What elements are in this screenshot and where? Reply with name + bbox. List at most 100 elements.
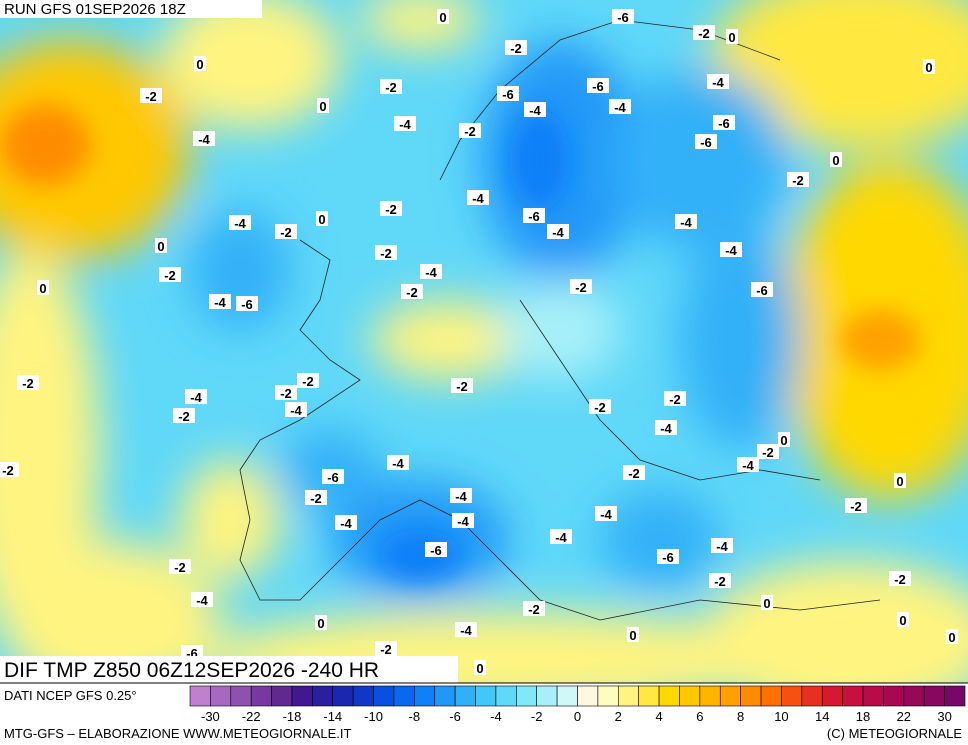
contour-label: 0 (925, 60, 932, 75)
contour-label-box (159, 267, 181, 282)
contour-label: 0 (439, 10, 446, 25)
contour-label-box (394, 116, 416, 131)
colorbar-swatch (801, 685, 823, 707)
colorbar-swatch (434, 685, 456, 707)
contour-label: -2 (669, 392, 681, 407)
contour-label: -6 (502, 87, 514, 102)
run-label: RUN GFS 01SEP2026 18Z (4, 1, 186, 18)
contour-label: 0 (318, 212, 325, 227)
contour-label-box (209, 294, 231, 309)
contour-label-box (657, 549, 679, 564)
contour-label: -4 (399, 117, 411, 132)
contour-label-box (169, 559, 191, 574)
contour-label-box (655, 420, 677, 435)
contour-label: -4 (392, 456, 404, 471)
contour-label-box (595, 506, 617, 521)
colorbar-swatch (332, 685, 354, 707)
contour-label: -2 (385, 80, 397, 95)
contour-label: -4 (680, 215, 692, 230)
colorbar-swatch (923, 685, 945, 707)
colorbar-swatch (740, 685, 762, 707)
contour-label-box (275, 385, 297, 400)
contour-label-box (570, 279, 592, 294)
contour-label: -2 (380, 246, 392, 261)
contour-label-box (275, 224, 297, 239)
contour-label-box (459, 123, 481, 138)
contour-label: 0 (728, 30, 735, 45)
colorbar-tick-label: -6 (449, 709, 461, 724)
contour-label-box (946, 629, 958, 644)
contour-label: -2 (628, 466, 640, 481)
colorbar-tick-label: 30 (937, 709, 951, 724)
contour-label: -2 (406, 285, 418, 300)
contour-label-box (37, 280, 49, 295)
contour-label: -4 (425, 265, 437, 280)
contour-label: -4 (472, 191, 484, 206)
contour-label-box (451, 378, 473, 393)
contour-label: -6 (718, 116, 730, 131)
contour-label: -2 (456, 379, 468, 394)
colorbar-swatch (291, 685, 313, 707)
contour-label-box (315, 615, 327, 630)
contour-label-box (191, 592, 213, 607)
contour-label-box (587, 78, 609, 93)
colorbar-swatch (189, 685, 211, 707)
colorbar-swatch (373, 685, 395, 707)
contour-label-box (375, 245, 397, 260)
contour-label-box (229, 215, 251, 230)
colorbar-tick-label: -8 (409, 709, 421, 724)
contour-label-box (845, 498, 867, 513)
colorbar: -30 -22 -18 -14 -10 -8 -6 -4 -2 0 2 4 6 8 10 14 18 22 30 (189, 685, 966, 724)
contour-label: -4 (340, 516, 352, 531)
contour-label: 0 (476, 661, 483, 676)
contour-label: -2 (528, 602, 540, 617)
contour-label-box (505, 40, 527, 55)
contour-label: -4 (555, 530, 567, 545)
contour-label: -4 (457, 514, 469, 529)
map-title: DIF TMP Z850 06Z12SEP2026 -240 HR (4, 659, 379, 682)
source-label: DATI NCEP GFS 0.25° (4, 688, 137, 703)
colorbar-swatch (883, 685, 905, 707)
contour-label: 0 (196, 57, 203, 72)
contour-label: -4 (600, 507, 612, 522)
contour-label-box (889, 571, 911, 586)
contour-label: -4 (552, 225, 564, 240)
contour-label-box (737, 457, 759, 472)
colorbar-swatch (556, 685, 578, 707)
contour-label: -4 (725, 243, 737, 258)
contour-label-box (923, 59, 935, 74)
contour-label: -2 (178, 409, 190, 424)
contour-label-box (317, 98, 329, 113)
contour-label: -4 (529, 103, 541, 118)
contour-label-box (193, 131, 215, 146)
field (0, 0, 968, 683)
colorbar-swatch (821, 685, 843, 707)
colorbar-swatch (638, 685, 660, 707)
contour-label-box (693, 25, 715, 40)
contour-label: 0 (157, 239, 164, 254)
contour-label: -6 (241, 297, 253, 312)
contour-label-box (778, 432, 790, 447)
contour-label: -4 (455, 489, 467, 504)
contour-label: -2 (464, 124, 476, 139)
contour-label-box (695, 134, 717, 149)
contour-label-box (709, 573, 731, 588)
contour-label: -6 (662, 550, 674, 565)
contour-label: -2 (145, 89, 157, 104)
contour-label-box (285, 402, 307, 417)
colorbar-tick-label: 8 (737, 709, 744, 724)
contour-label: -2 (22, 376, 34, 391)
contour-label: -4 (716, 539, 728, 554)
contour-label-box (185, 389, 207, 404)
contour-label-box (17, 375, 39, 390)
colorbar-tick-label: -10 (364, 709, 383, 724)
colorbar-swatch (414, 685, 436, 707)
contour-label-box (450, 488, 472, 503)
contour-label-box (297, 373, 319, 388)
contour-label-box (589, 399, 611, 414)
contour-label-box (713, 115, 735, 130)
colorbar-swatch (842, 685, 864, 707)
colorbar-tick-label: -2 (531, 709, 543, 724)
colorbar-swatch (944, 685, 966, 707)
